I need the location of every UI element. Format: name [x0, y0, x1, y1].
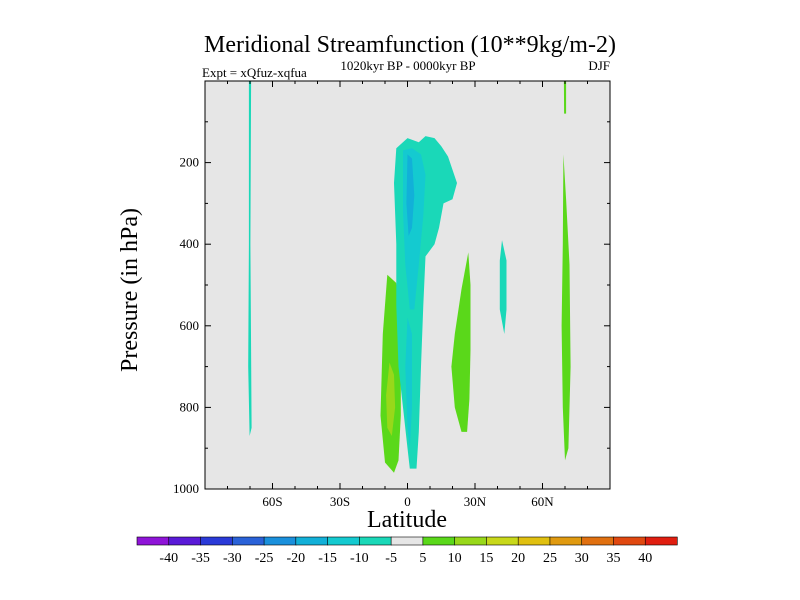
colorbar-swatch	[517, 536, 551, 546]
colorbar-label: -10	[350, 551, 369, 566]
x-axis-title: Latitude	[367, 507, 447, 533]
contour-band-70N	[563, 81, 567, 114]
colorbar-label: -20	[286, 551, 305, 566]
x-tick-label: 60S	[262, 494, 282, 509]
chart-title: Meridional Streamfunction (10**9kg/m-2)	[204, 32, 616, 58]
y-tick-label: 800	[180, 399, 200, 414]
colorbar-swatch	[327, 536, 360, 546]
colorbar-label: 30	[575, 551, 589, 566]
contour-regions	[248, 81, 571, 473]
colorbar-label: -35	[191, 551, 210, 566]
colorbar-swatch	[295, 536, 329, 546]
colorbar-label: -25	[255, 551, 274, 566]
colorbar-label: -40	[159, 551, 178, 566]
colorbar-swatch	[200, 536, 233, 546]
contour-blob-south-inner	[386, 362, 396, 436]
colorbar-swatch	[136, 536, 170, 546]
colorbar-swatch	[549, 536, 583, 546]
axis-ticks: 60S 30S 0 30N 60N 200 400 600 800 1000	[173, 80, 611, 509]
colorbar-swatch	[486, 536, 519, 546]
colorbar-label: -5	[385, 551, 397, 566]
y-tick-label: 200	[180, 155, 200, 170]
x-tick-label: 0	[404, 494, 411, 509]
colorbar-swatch	[359, 536, 392, 546]
colorbar-label: 40	[638, 551, 652, 566]
y-tick-label: 600	[180, 318, 200, 333]
period-label: 1020kyr BP - 0000kyr BP	[340, 58, 475, 73]
colorbar: -40 -35 -30 -25 -20 -15 -10 -5 5 10 15 20 25 30 35 40	[136, 536, 678, 566]
colorbar-label: 35	[606, 551, 620, 566]
x-tick-label: 30N	[464, 494, 487, 509]
colorbar-label: -30	[223, 551, 242, 566]
colorbar-label: 25	[543, 551, 557, 566]
colorbar-swatch	[231, 536, 265, 546]
contour-band-65S	[248, 81, 252, 436]
contour-core-lower	[405, 317, 412, 449]
y-tick-label: 400	[180, 236, 200, 251]
contour-core-deep	[406, 154, 415, 236]
y-tick-label: 1000	[173, 481, 199, 496]
colorbar-swatch	[168, 536, 202, 546]
colorbar-label: -15	[318, 551, 337, 566]
contour-band-42N	[499, 240, 507, 334]
experiment-label: Expt = xQfuz-xqfua	[202, 65, 307, 80]
contour-band-70N-lower	[561, 154, 571, 461]
colorbar-swatch	[613, 536, 646, 546]
colorbar-swatch	[454, 536, 488, 546]
colorbar-label: 5	[419, 551, 426, 566]
colorbar-label: 10	[448, 551, 462, 566]
x-tick-label: 30S	[330, 494, 350, 509]
colorbar-label: 15	[479, 551, 493, 566]
x-tick-label: 60N	[531, 494, 554, 509]
season-label: DJF	[588, 58, 610, 73]
contour-blob-23N	[451, 252, 471, 432]
colorbar-swatch	[390, 536, 424, 546]
y-axis-title: Pressure (in hPa)	[117, 208, 143, 372]
colorbar-swatch	[644, 536, 678, 546]
colorbar-label: 20	[511, 551, 525, 566]
colorbar-swatch	[263, 536, 297, 546]
colorbar-swatch	[581, 536, 615, 546]
colorbar-swatch	[422, 536, 456, 546]
